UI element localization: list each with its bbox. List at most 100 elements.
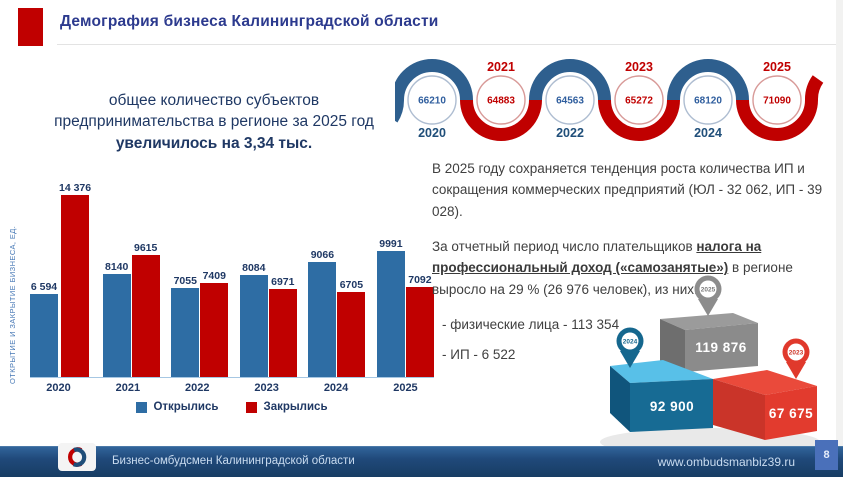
- bar-value-label: 7092: [408, 274, 432, 287]
- page-number-badge: 8: [815, 440, 838, 470]
- box-value: 92 900: [650, 399, 694, 414]
- footer-bar: Бизнес-омбудсмен Калининградской области…: [0, 443, 843, 477]
- selfemployed-term: налога на профессиональный доход («самоз…: [432, 238, 762, 276]
- bar-column: 9991: [376, 237, 405, 377]
- timeline-circle: [407, 75, 457, 125]
- bar-value-label: 9066: [310, 249, 335, 262]
- timeline-year: 2020: [418, 126, 446, 140]
- bar-group-2021: 8140 9615: [102, 242, 160, 377]
- x-axis-label: 2021: [115, 382, 141, 394]
- bar-opened-2025: [376, 250, 405, 377]
- legend-item-closed: Закрылись: [246, 401, 328, 413]
- intro-line1: общее количество субъектов: [108, 92, 320, 109]
- legend-item-opened: Открылись: [136, 401, 218, 413]
- bar-column: 8084: [239, 262, 268, 377]
- x-axis-label: 2022: [185, 382, 210, 394]
- bar-opened-2022: [171, 287, 200, 377]
- chart-legend: Открылись Закрылись: [30, 401, 434, 413]
- bar-column: 7092: [405, 274, 434, 377]
- paragraph-selfemployed: За отчетный период число плательщиков на…: [432, 238, 793, 297]
- bar-group-2020: 6 594 14 376: [30, 182, 91, 377]
- intro-line2: предпринимательства в регионе за 2025 го…: [54, 113, 374, 131]
- timeline-circle: [614, 75, 664, 125]
- timeline-value: 68120: [694, 96, 722, 107]
- bar-value-label: 9615: [134, 242, 158, 255]
- timeline-value: 71090: [763, 96, 791, 107]
- timeline-year: 2021: [487, 60, 515, 74]
- map-pin-2025-icon: 2025: [694, 275, 722, 316]
- timeline-circle: [683, 75, 733, 125]
- map-pin-2024-icon: 2024: [616, 327, 644, 368]
- bar-column: 9066: [308, 249, 337, 377]
- footer-site-link[interactable]: www.ombudsmanbiz39.ru: [657, 455, 795, 469]
- paragraph-trend: В 2025 году сохраняется тенденция роста …: [432, 161, 823, 219]
- x-axis-label: 2020: [46, 382, 71, 394]
- box-value: 67 675: [769, 406, 813, 421]
- box-2023: 67 675: [713, 370, 817, 440]
- bullet-ip: - ИП - 6 522: [442, 347, 516, 363]
- pin-year: 2024: [623, 339, 638, 346]
- legend-label: Закрылись: [263, 401, 328, 413]
- box-side: [610, 366, 630, 432]
- bar-value-label: 6705: [339, 279, 364, 292]
- bar-closed-2024: [337, 292, 366, 377]
- box-2025: 119 876: [660, 313, 758, 372]
- bar-group-2022: 7055 7409: [171, 270, 229, 377]
- bar-opened-2021: [102, 273, 131, 377]
- timeline-circle: [476, 75, 526, 125]
- bar-value-label: 6 594: [30, 280, 58, 293]
- legend-swatch-closed-icon: [246, 401, 258, 413]
- bar-closed-2021: [131, 255, 160, 377]
- bar-closed-2025: [405, 287, 434, 377]
- bar-closed-2023: [268, 288, 297, 377]
- pin-year: 2025: [701, 287, 716, 294]
- bar-value-label: 9991: [379, 237, 403, 250]
- legend-swatch-opened-icon: [136, 401, 148, 413]
- timeline-value: 64563: [556, 96, 584, 107]
- timeline-circle: [752, 75, 802, 125]
- bar-value-label: 14 376: [59, 182, 92, 194]
- timeline-value: 65272: [625, 96, 653, 107]
- box-front: [685, 323, 758, 372]
- timeline-item-2022: 64563 2022: [545, 75, 595, 140]
- bar-closed-2022: [200, 283, 229, 377]
- page-title: Демография бизнеса Калининградской облас…: [60, 13, 439, 30]
- pin-year: 2023: [789, 350, 804, 357]
- bar-group-2025: 9991 7092: [376, 237, 434, 377]
- ombudsman-logo-icon: [58, 443, 96, 471]
- bar-opened-2024: [308, 262, 337, 377]
- bar-column: 7409: [200, 270, 229, 377]
- timeline-year: 2023: [625, 60, 653, 74]
- box-top: [610, 360, 713, 383]
- wave-ribbon-blue: [395, 59, 749, 123]
- box-top: [660, 313, 758, 330]
- bar-column: 14 376: [59, 182, 91, 377]
- box-side: [713, 379, 765, 440]
- x-axis-label: 2023: [254, 382, 279, 394]
- footer-organization: Бизнес-омбудсмен Калининградской области: [112, 455, 355, 467]
- box-2024: 92 900: [610, 360, 713, 432]
- timeline-value: 66210: [418, 96, 446, 107]
- box-value: 119 876: [695, 340, 747, 355]
- timeline-year: 2022: [556, 126, 584, 140]
- timeline-wave: 66210 2020 64883 2021 64563 2022 65272 2…: [395, 59, 824, 141]
- bar-column: 8140: [102, 260, 131, 377]
- wave-ribbon-red: [460, 75, 824, 141]
- right-edge-strip: [836, 0, 843, 447]
- bar-opened-2023: [239, 274, 268, 377]
- x-axis-label: 2025: [393, 382, 418, 394]
- intro-statement: общее количество субъектов предпринимате…: [10, 90, 418, 154]
- bar-column: 6705: [337, 279, 366, 377]
- timeline-item-2025: 71090 2025: [752, 60, 802, 125]
- right-text-block: В 2025 году сохраняется тенденция роста …: [432, 158, 834, 375]
- bar-opened-2020: [30, 293, 58, 377]
- intro-highlight: увеличилось на 3,34 тыс.: [115, 134, 313, 152]
- bar-value-label: 8140: [105, 260, 129, 273]
- box-front: [630, 379, 713, 432]
- title-divider: [57, 44, 836, 45]
- bar-column: 9615: [131, 242, 160, 377]
- bar-column: 6 594: [30, 280, 58, 377]
- bar-closed-2020: [61, 195, 90, 377]
- bullet-list: - физические лица - 113 354 - ИП - 6 522: [442, 314, 834, 366]
- bar-column: 7055: [171, 275, 200, 377]
